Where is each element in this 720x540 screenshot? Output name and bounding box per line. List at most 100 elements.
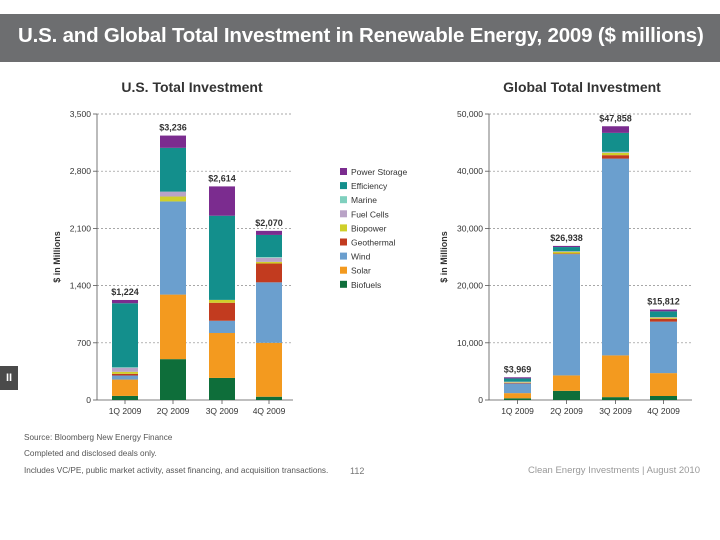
global-x-tick-label: 3Q 2009 (599, 406, 632, 416)
global-total-label: $15,812 (647, 297, 680, 307)
us-bar-solar (112, 379, 138, 396)
footer-source: Source: Bloomberg New Energy Finance (24, 433, 173, 442)
global-y-tick-label: 0 (478, 395, 483, 405)
us-bar-efficiency (209, 215, 235, 300)
us-bar-wind (112, 375, 138, 380)
global-bar-biofuels (602, 397, 629, 400)
legend-swatch-power-storage (340, 168, 347, 175)
us-bar-biopower (112, 371, 138, 374)
global-y-axis-label: $ in Millions (439, 231, 449, 283)
us-total-label: $3,236 (159, 123, 187, 133)
us-bar-biopower (256, 261, 282, 264)
page-title: U.S. and Global Total Investment in Rene… (18, 24, 704, 47)
us-bar-biopower (160, 196, 186, 202)
global-bar-solar (553, 375, 580, 391)
global-bar-biopower (504, 382, 531, 383)
us-bar-power-storage (209, 186, 235, 216)
global-y-tick-label: 40,000 (457, 166, 483, 176)
legend-label: Efficiency (351, 181, 388, 191)
global-y-tick-label: 30,000 (457, 223, 483, 233)
global-y-tick-label: 10,000 (457, 338, 483, 348)
legend-label: Fuel Cells (351, 209, 389, 219)
global-bar-power-storage (504, 377, 531, 379)
global-bar-marine (602, 151, 629, 153)
us-y-tick-label: 1,400 (70, 281, 92, 291)
side-tab: II (0, 366, 18, 390)
global-x-tick-label: 2Q 2009 (550, 406, 583, 416)
us-bar-marine (256, 257, 282, 258)
us-y-tick-label: 3,500 (70, 109, 92, 119)
global-bar-geothermal (602, 155, 629, 159)
us-bar-marine (112, 367, 138, 368)
legend-swatch-geothermal (340, 238, 347, 246)
global-total-label: $3,969 (504, 364, 532, 374)
us-total-label: $1,224 (111, 287, 139, 297)
legend-swatch-fuel-cells (340, 210, 347, 218)
footer-note-includes: Includes VC/PE, public market activity, … (24, 466, 329, 475)
global-bar-wind (553, 254, 580, 376)
us-bar-biopower (209, 299, 235, 303)
global-bar-biopower (602, 152, 629, 156)
global-bar-biofuels (504, 398, 531, 400)
global-x-tick-label: 1Q 2009 (501, 406, 534, 416)
global-total-label: $26,938 (550, 233, 583, 243)
us-x-tick-label: 1Q 2009 (109, 406, 142, 416)
global-bar-efficiency (553, 247, 580, 252)
global-total-label: $47,858 (599, 113, 632, 123)
legend-label: Wind (351, 252, 371, 262)
us-bar-fuel-cells (256, 257, 282, 262)
global-bar-biopower (553, 251, 580, 254)
global-bar-solar (504, 393, 531, 399)
us-bar-biofuels (112, 395, 138, 400)
global-bar-power-storage (602, 126, 629, 133)
legend-label: Biofuels (351, 280, 381, 290)
footer-note-deals: Completed and disclosed deals only. (24, 449, 157, 458)
us-bar-power-storage (112, 299, 138, 304)
global-bar-biofuels (553, 390, 580, 400)
us-y-tick-label: 700 (77, 338, 91, 348)
legend-swatch-marine (340, 196, 347, 204)
us-x-tick-label: 4Q 2009 (253, 406, 286, 416)
global-y-tick-label: 50,000 (457, 109, 483, 119)
legend-swatch-wind (340, 252, 347, 260)
us-bar-wind (160, 201, 186, 295)
us-bar-biofuels (256, 396, 282, 400)
legend-swatch-biopower (340, 224, 347, 232)
us-bar-fuel-cells (160, 191, 186, 197)
us-bar-wind (209, 320, 235, 333)
us-y-tick-label: 0 (86, 395, 91, 405)
global-bar-biofuels (650, 395, 677, 400)
global-bar-fuel-cells (602, 152, 629, 153)
legend-label: Power Storage (351, 167, 407, 177)
global-chart-title: Global Total Investment (503, 79, 661, 95)
us-bar-solar (160, 294, 186, 360)
footer-brand: Clean Energy Investments | August 2010 (528, 465, 700, 476)
us-bar-efficiency (256, 234, 282, 257)
global-bar-geothermal (553, 253, 580, 255)
us-bar-solar (209, 332, 235, 378)
global-bar-power-storage (553, 245, 580, 248)
legend-label: Geothermal (351, 238, 396, 248)
global-bar-geothermal (504, 382, 531, 384)
us-bar-wind (256, 282, 282, 343)
us-y-tick-label: 2,800 (70, 166, 92, 176)
us-bar-geothermal (112, 373, 138, 376)
legend-label: Solar (351, 266, 371, 276)
global-bar-wind (602, 158, 629, 356)
global-bar-fuel-cells (553, 251, 580, 252)
us-x-tick-label: 2Q 2009 (157, 406, 190, 416)
us-bar-efficiency (160, 147, 186, 192)
legend-label: Biopower (351, 223, 387, 233)
us-bar-biofuels (209, 377, 235, 400)
us-bar-fuel-cells (112, 367, 138, 372)
us-total-label: $2,614 (208, 173, 236, 183)
global-bar-geothermal (650, 318, 677, 322)
us-y-axis-label: $ in Millions (52, 231, 62, 283)
global-y-tick-label: 20,000 (457, 281, 483, 291)
global-bar-biopower (650, 317, 677, 319)
global-bar-wind (504, 383, 531, 394)
global-bar-solar (602, 355, 629, 398)
global-bar-fuel-cells (504, 381, 531, 383)
global-bar-efficiency (602, 132, 629, 152)
